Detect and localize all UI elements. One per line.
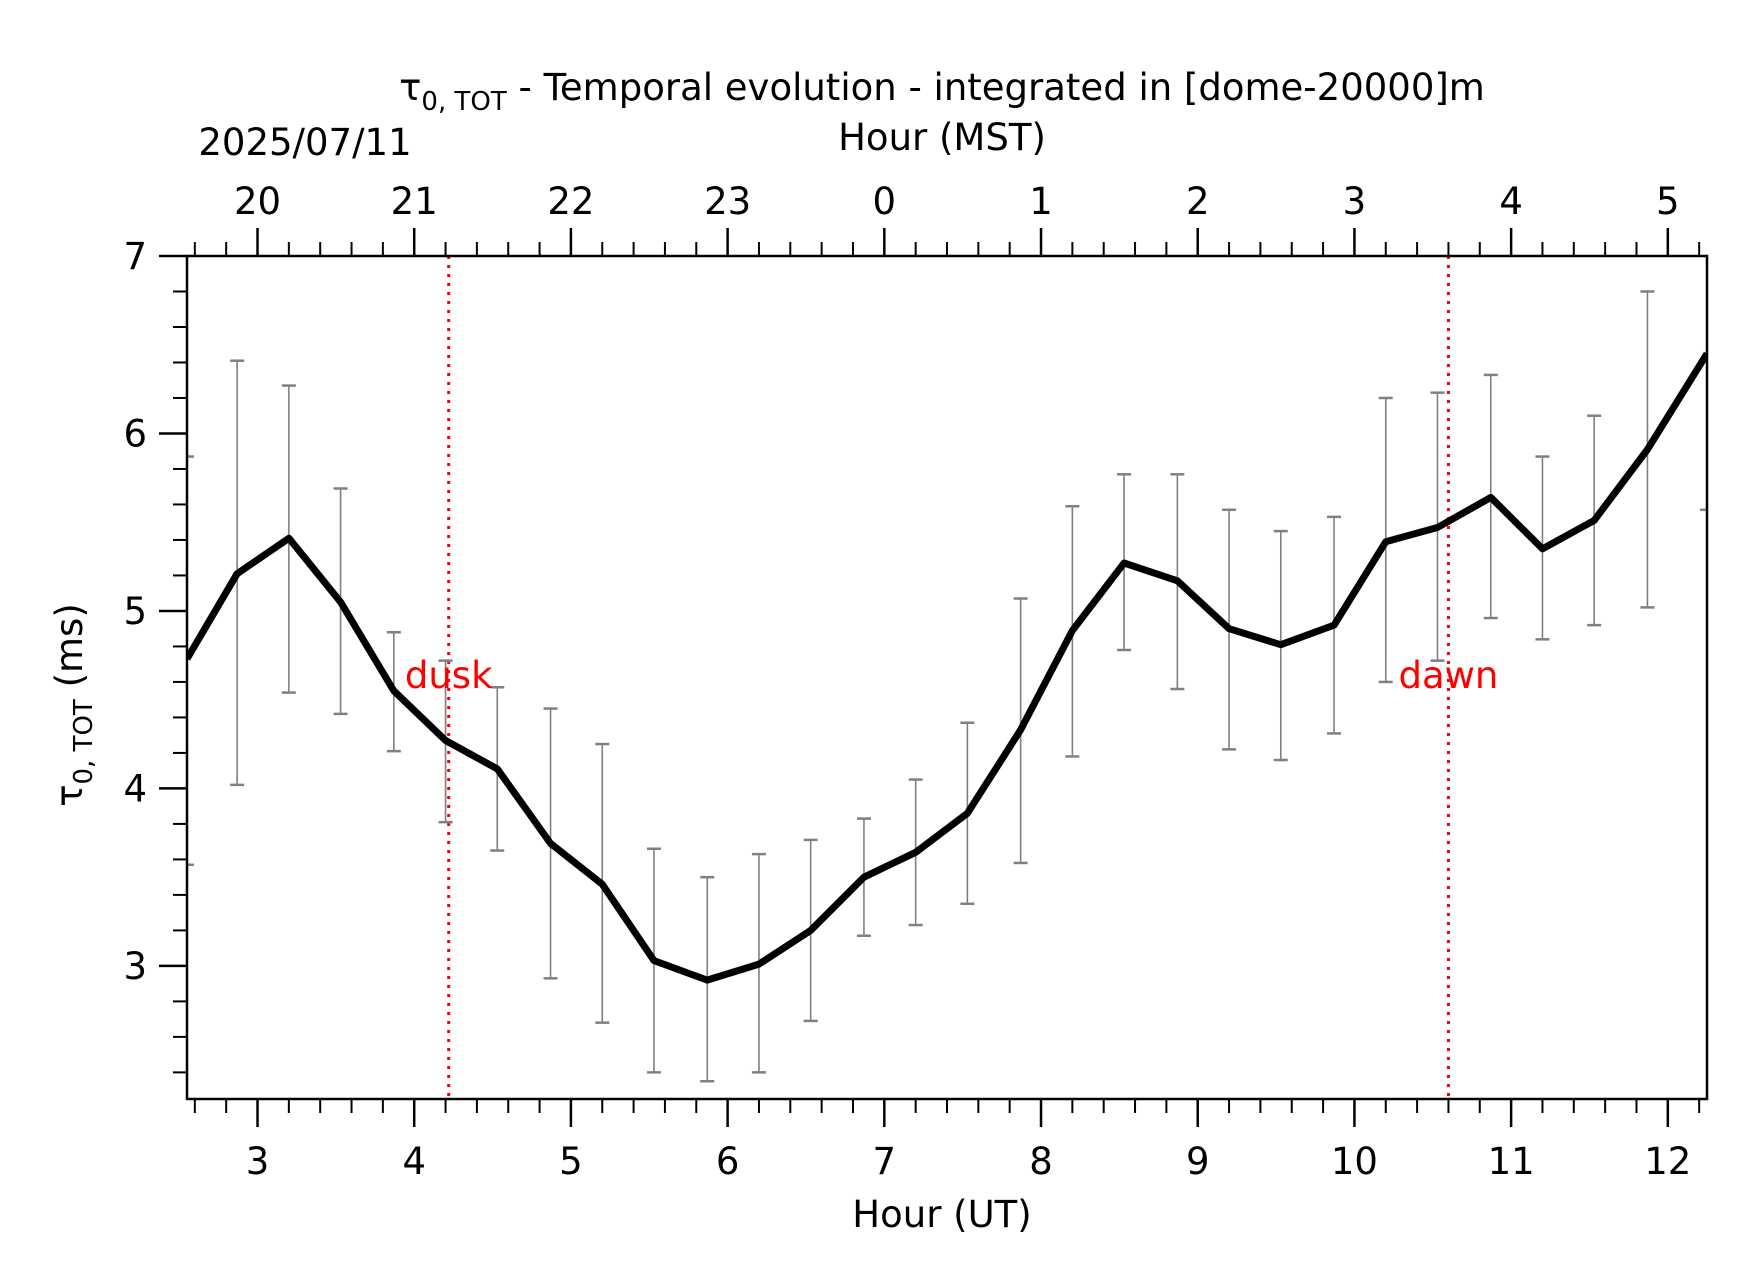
x-tick-label-bottom: 3 [246, 1140, 270, 1183]
x-tick-label-top: 20 [234, 180, 281, 223]
plot-clipped-group [187, 256, 1707, 1099]
x-tick-label-top: 0 [873, 180, 897, 223]
title-text: - Temporal evolution - integrated in [do… [507, 66, 1485, 109]
y-tick-label: 3 [123, 945, 147, 988]
plot-layer: dusk dawn [187, 256, 1707, 1099]
x-tick-label-bottom: 10 [1331, 1140, 1378, 1183]
x-tick-label-bottom: 8 [1029, 1140, 1053, 1183]
y-tick-label: 6 [123, 412, 147, 455]
ylabel-symbol: τ [48, 784, 91, 806]
x-tick-label-top: 2 [1186, 180, 1210, 223]
annotation-label-dusk: dusk [405, 654, 493, 697]
bottom-axis-label: Hour (UT) [852, 1193, 1031, 1236]
x-tick-label-top: 3 [1343, 180, 1367, 223]
x-tick-label-bottom: 5 [559, 1140, 583, 1183]
ylabel-unit: (ms) [48, 603, 91, 699]
x-tick-label-bottom: 7 [873, 1140, 897, 1183]
title-subscript: 0, TOT [421, 87, 506, 117]
x-tick-label-top: 1 [1029, 180, 1053, 223]
chart-title: τ0, TOT - Temporal evolution - integrate… [399, 66, 1485, 117]
y-tick-label: 4 [123, 767, 147, 810]
date-label: 2025/07/11 [198, 121, 411, 164]
y-tick-label: 7 [123, 235, 147, 278]
series-line [187, 351, 1707, 984]
x-tick-label-top: 23 [704, 180, 751, 223]
x-tick-label-bottom: 9 [1186, 1140, 1210, 1183]
axis-layer: 3 20 4 21 5 22 6 23 7 0 8 1 9 2 10 3 11 4 12 5 3 4 5 6 7 [123, 180, 1709, 1183]
annotation-label-dawn: dawn [1399, 654, 1499, 697]
y-tick-label: 5 [123, 590, 147, 633]
top-axis-label: Hour (MST) [838, 116, 1046, 159]
x-tick-label-top: 4 [1499, 180, 1523, 223]
ylabel-subscript: 0, TOT [69, 699, 99, 784]
x-tick-label-top: 22 [547, 180, 594, 223]
x-tick-label-bottom: 6 [716, 1140, 740, 1183]
x-tick-label-top: 21 [391, 180, 438, 223]
x-tick-label-bottom: 4 [402, 1140, 426, 1183]
x-tick-label-bottom: 11 [1488, 1140, 1535, 1183]
x-tick-label-top: 5 [1656, 180, 1680, 223]
y-axis-label: τ0, TOT (ms) [48, 603, 99, 807]
x-tick-label-bottom: 12 [1644, 1140, 1691, 1183]
title-symbol: τ [399, 66, 421, 109]
